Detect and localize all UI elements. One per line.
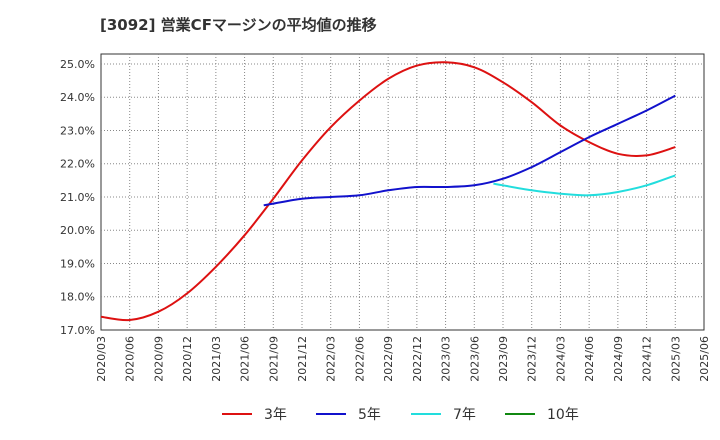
y-tick-label: 17.0% — [60, 324, 95, 337]
y-tick-label: 18.0% — [60, 291, 95, 304]
x-tick-label: 2025/06 — [698, 336, 711, 382]
legend-label: 10年 — [547, 407, 579, 423]
x-tick-label: 2023/12 — [526, 336, 539, 382]
x-tick-label: 2021/12 — [296, 336, 309, 382]
x-tick-label: 2021/03 — [210, 336, 223, 382]
legend-label: 7年 — [453, 407, 476, 423]
x-tick-label: 2021/06 — [239, 336, 252, 382]
y-tick-label: 24.0% — [60, 91, 95, 104]
series-line — [493, 174, 676, 197]
legend-label: 3年 — [264, 407, 287, 423]
y-tick-label: 21.0% — [60, 191, 95, 204]
x-tick-label: 2022/03 — [325, 336, 338, 382]
x-tick-label: 2022/06 — [353, 336, 366, 382]
plot-area — [100, 53, 705, 331]
x-tick-label: 2023/09 — [497, 336, 510, 382]
legend-label: 5年 — [358, 407, 381, 423]
chart-title: [3092] 営業CFマージンの平均値の推移 — [100, 16, 377, 34]
y-tick-label: 23.0% — [60, 124, 95, 137]
y-tick-label: 22.0% — [60, 158, 95, 171]
y-tick-label: 25.0% — [60, 58, 95, 71]
series-line — [263, 94, 676, 207]
x-tick-label: 2024/03 — [554, 336, 567, 382]
x-tick-label: 2025/03 — [669, 336, 682, 382]
x-tick-label: 2021/09 — [267, 336, 280, 382]
x-tick-label: 2024/06 — [583, 336, 596, 382]
x-tick-label: 2020/12 — [181, 336, 194, 382]
x-tick-label: 2024/12 — [641, 336, 654, 382]
x-tick-label: 2020/09 — [152, 336, 165, 382]
x-tick-label: 2024/09 — [612, 336, 625, 382]
series-line — [100, 61, 676, 322]
x-tick-label: 2020/03 — [95, 336, 108, 382]
y-tick-label: 19.0% — [60, 257, 95, 270]
x-tick-label: 2023/03 — [440, 336, 453, 382]
x-tick-label: 2022/12 — [411, 336, 424, 382]
x-tick-label: 2023/06 — [468, 336, 481, 382]
x-tick-label: 2020/06 — [124, 336, 137, 382]
y-tick-label: 20.0% — [60, 224, 95, 237]
x-tick-label: 2022/09 — [382, 336, 395, 382]
